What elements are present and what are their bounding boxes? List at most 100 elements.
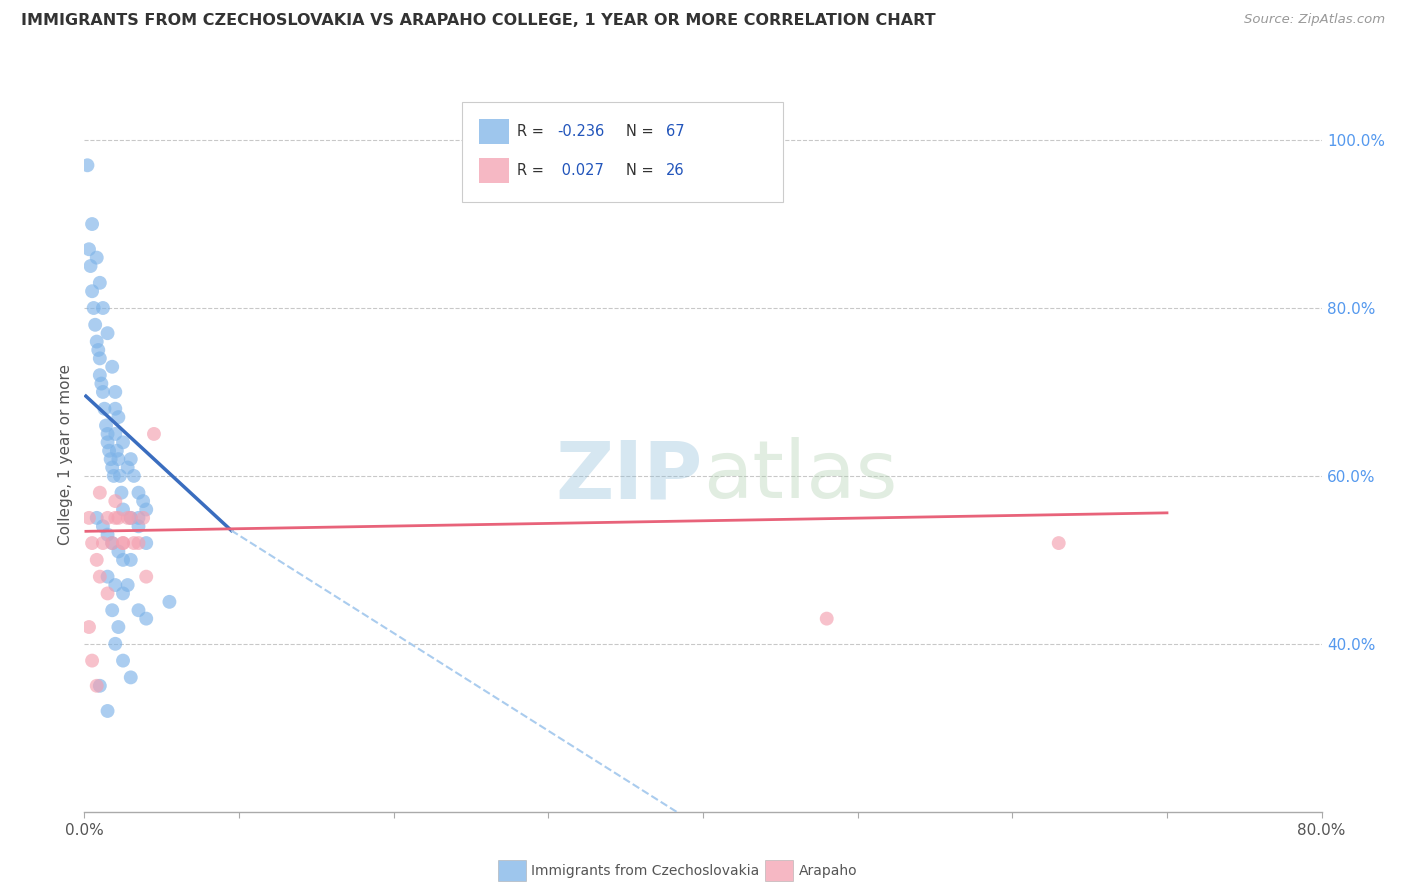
Point <box>86 511 108 525</box>
Text: atlas: atlas <box>703 437 897 516</box>
Point <box>87 343 110 357</box>
Point <box>82 284 104 298</box>
Point <box>104 401 127 416</box>
Point <box>101 359 124 374</box>
Text: Immigrants from Czechoslovakia: Immigrants from Czechoslovakia <box>531 863 759 878</box>
Point <box>90 376 112 391</box>
Point <box>112 502 135 516</box>
Point <box>101 536 124 550</box>
FancyBboxPatch shape <box>479 119 509 144</box>
Point <box>98 443 121 458</box>
Text: Source: ZipAtlas.com: Source: ZipAtlas.com <box>1244 13 1385 27</box>
Point <box>89 276 111 290</box>
FancyBboxPatch shape <box>479 158 509 183</box>
Point <box>120 511 142 525</box>
Point <box>100 452 122 467</box>
Point <box>117 511 139 525</box>
Point <box>112 553 135 567</box>
Point <box>112 586 135 600</box>
Point <box>128 536 150 550</box>
Point <box>112 654 135 668</box>
Point <box>91 384 114 399</box>
Point <box>91 519 114 533</box>
FancyBboxPatch shape <box>461 102 783 202</box>
Text: -0.236: -0.236 <box>557 124 605 139</box>
Point <box>135 569 157 583</box>
Point <box>120 511 142 525</box>
Point <box>122 469 145 483</box>
Point <box>159 595 181 609</box>
Text: IMMIGRANTS FROM CZECHOSLOVAKIA VS ARAPAHO COLLEGE, 1 YEAR OR MORE CORRELATION CH: IMMIGRANTS FROM CZECHOSLOVAKIA VS ARAPAH… <box>21 13 936 29</box>
Point <box>135 612 157 626</box>
Point <box>91 301 114 315</box>
Point <box>110 485 132 500</box>
Point <box>107 452 129 467</box>
Point <box>82 217 104 231</box>
Point <box>122 536 145 550</box>
Point <box>135 502 157 516</box>
Point <box>107 620 129 634</box>
Point <box>83 301 105 315</box>
Point <box>1047 536 1070 550</box>
Point <box>128 485 150 500</box>
Point <box>86 251 108 265</box>
Point <box>77 620 100 634</box>
Point <box>76 158 98 172</box>
Point <box>103 469 125 483</box>
Point <box>132 494 155 508</box>
Text: ZIP: ZIP <box>555 437 703 516</box>
Point <box>97 511 120 525</box>
Point <box>77 242 100 256</box>
Point <box>97 326 120 341</box>
Point <box>86 679 108 693</box>
Point <box>97 586 120 600</box>
Point <box>104 384 127 399</box>
Point <box>117 578 139 592</box>
Point <box>120 553 142 567</box>
Text: 26: 26 <box>666 163 685 178</box>
Text: 0.027: 0.027 <box>557 163 603 178</box>
Point <box>107 511 129 525</box>
Point <box>84 318 107 332</box>
Point <box>104 578 127 592</box>
Point <box>815 612 838 626</box>
Point <box>91 536 114 550</box>
Point <box>89 368 111 383</box>
Point <box>89 351 111 366</box>
Point <box>97 527 120 541</box>
Point <box>101 536 124 550</box>
Point <box>86 334 108 349</box>
Point <box>97 426 120 441</box>
Point <box>117 460 139 475</box>
Point <box>135 536 157 550</box>
Point <box>77 511 100 525</box>
Point <box>107 544 129 558</box>
Point <box>89 569 111 583</box>
Point <box>107 410 129 425</box>
Text: 67: 67 <box>666 124 685 139</box>
Point <box>112 536 135 550</box>
Point <box>94 418 117 433</box>
Y-axis label: College, 1 year or more: College, 1 year or more <box>58 365 73 545</box>
Text: R =: R = <box>517 163 548 178</box>
Text: N =: N = <box>626 124 658 139</box>
Text: Arapaho: Arapaho <box>799 863 858 878</box>
Text: R =: R = <box>517 124 548 139</box>
Point <box>104 511 127 525</box>
Point <box>104 637 127 651</box>
Point <box>128 511 150 525</box>
Point <box>143 426 166 441</box>
Point <box>105 443 128 458</box>
Point <box>101 603 124 617</box>
Point <box>89 679 111 693</box>
Point <box>86 553 108 567</box>
Point <box>108 469 131 483</box>
Point <box>97 704 120 718</box>
Point <box>82 536 104 550</box>
Point <box>89 485 111 500</box>
Point <box>79 259 101 273</box>
Point <box>132 511 155 525</box>
Point <box>82 654 104 668</box>
Point <box>104 494 127 508</box>
Point <box>97 569 120 583</box>
